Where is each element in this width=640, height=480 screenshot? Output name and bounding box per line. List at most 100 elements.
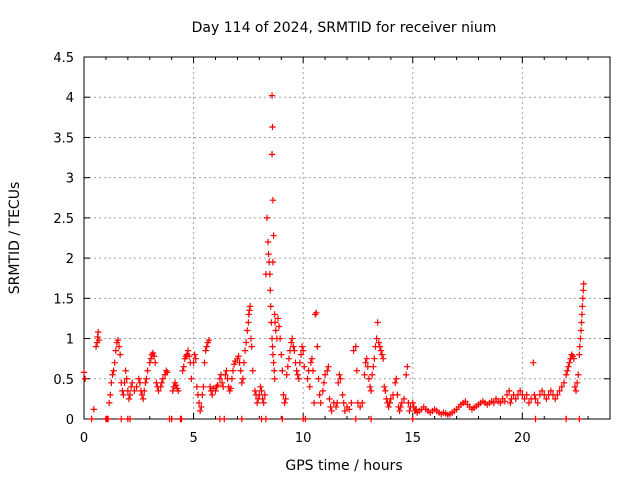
data-point (369, 371, 376, 378)
data-point (164, 369, 171, 376)
data-point (562, 371, 570, 378)
data-point (497, 399, 504, 407)
data-point (409, 415, 416, 423)
x-tick-label: 5 (189, 431, 197, 446)
data-point (333, 399, 341, 407)
data-point (135, 375, 142, 382)
data-point (306, 383, 313, 391)
data-point (240, 359, 248, 366)
data-point (394, 391, 401, 399)
data-point (396, 407, 403, 415)
data-point (266, 271, 274, 278)
x-tick-label: 10 (295, 431, 312, 446)
data-point (532, 415, 539, 423)
data-point (106, 399, 113, 407)
data-point (297, 351, 305, 358)
data-point (269, 343, 276, 350)
data-point (246, 303, 254, 310)
data-point (112, 347, 119, 354)
data-point (184, 347, 192, 354)
x-tick-label: 20 (514, 431, 531, 446)
data-point (136, 379, 144, 386)
data-point (179, 367, 186, 374)
data-point (580, 287, 587, 294)
data-point (279, 415, 286, 423)
data-point (244, 327, 251, 334)
data-point (247, 335, 255, 342)
data-point (339, 391, 346, 399)
data-point (280, 391, 287, 399)
data-point (248, 343, 255, 350)
data-point (133, 383, 140, 391)
data-point (299, 347, 307, 354)
data-point (149, 349, 157, 357)
data-point (168, 415, 175, 423)
data-point (196, 407, 204, 415)
data-point (159, 375, 167, 382)
data-point (178, 415, 185, 423)
y-tick-label: 1.5 (53, 292, 74, 307)
data-point (363, 355, 370, 362)
data-point (534, 399, 541, 407)
data-point (275, 323, 283, 330)
data-point (364, 363, 372, 370)
data-point (328, 407, 335, 415)
data-point (335, 379, 342, 386)
data-point (309, 367, 317, 374)
data-point (258, 387, 265, 395)
data-point (199, 391, 206, 399)
data-point (359, 399, 366, 407)
data-point (573, 379, 581, 386)
data-point (356, 403, 364, 411)
data-point (406, 407, 413, 415)
y-axis-label: SRMTID / TECUs (7, 182, 23, 295)
data-point (271, 311, 278, 318)
data-point (377, 347, 385, 354)
plot-area-border (83, 56, 611, 420)
data-point (118, 415, 125, 423)
data-point (580, 280, 587, 288)
x-tick-label: 0 (80, 431, 88, 446)
data-point (262, 415, 270, 423)
data-point (227, 385, 235, 392)
data-point (108, 379, 115, 386)
data-point (579, 303, 586, 310)
data-point (270, 232, 277, 239)
data-point (138, 391, 146, 399)
data-point (577, 335, 584, 342)
chart-title: Day 114 of 2024, SRMTID for receiver niu… (192, 20, 497, 36)
data-point (315, 375, 322, 382)
data-point (324, 367, 331, 374)
data-point (366, 383, 374, 391)
data-point (246, 307, 253, 314)
y-tick-label: 3.5 (53, 131, 74, 146)
data-point (543, 395, 550, 403)
data-point (525, 399, 533, 407)
data-point (348, 399, 355, 407)
data-point (302, 415, 309, 423)
data-point (269, 123, 276, 131)
data-point (308, 355, 316, 362)
data-point (147, 355, 155, 362)
data-point (264, 238, 272, 246)
x-axis-label: GPS time / hours (285, 458, 402, 474)
data-point (269, 351, 277, 358)
data-point (268, 151, 276, 158)
data-point (245, 319, 252, 326)
data-point (219, 383, 227, 391)
data-point (124, 415, 132, 423)
data-point (578, 319, 585, 326)
data-point (169, 387, 176, 395)
data-point (122, 367, 129, 374)
data-point (253, 399, 261, 407)
data-point (503, 391, 511, 399)
data-point (245, 311, 253, 318)
x-tick-label: 15 (404, 431, 421, 446)
data-point (576, 343, 583, 350)
data-point (107, 391, 114, 399)
data-point (370, 363, 377, 370)
data-point (353, 367, 361, 374)
data-point (501, 398, 508, 405)
data-point (144, 367, 151, 374)
data-point (382, 387, 389, 395)
